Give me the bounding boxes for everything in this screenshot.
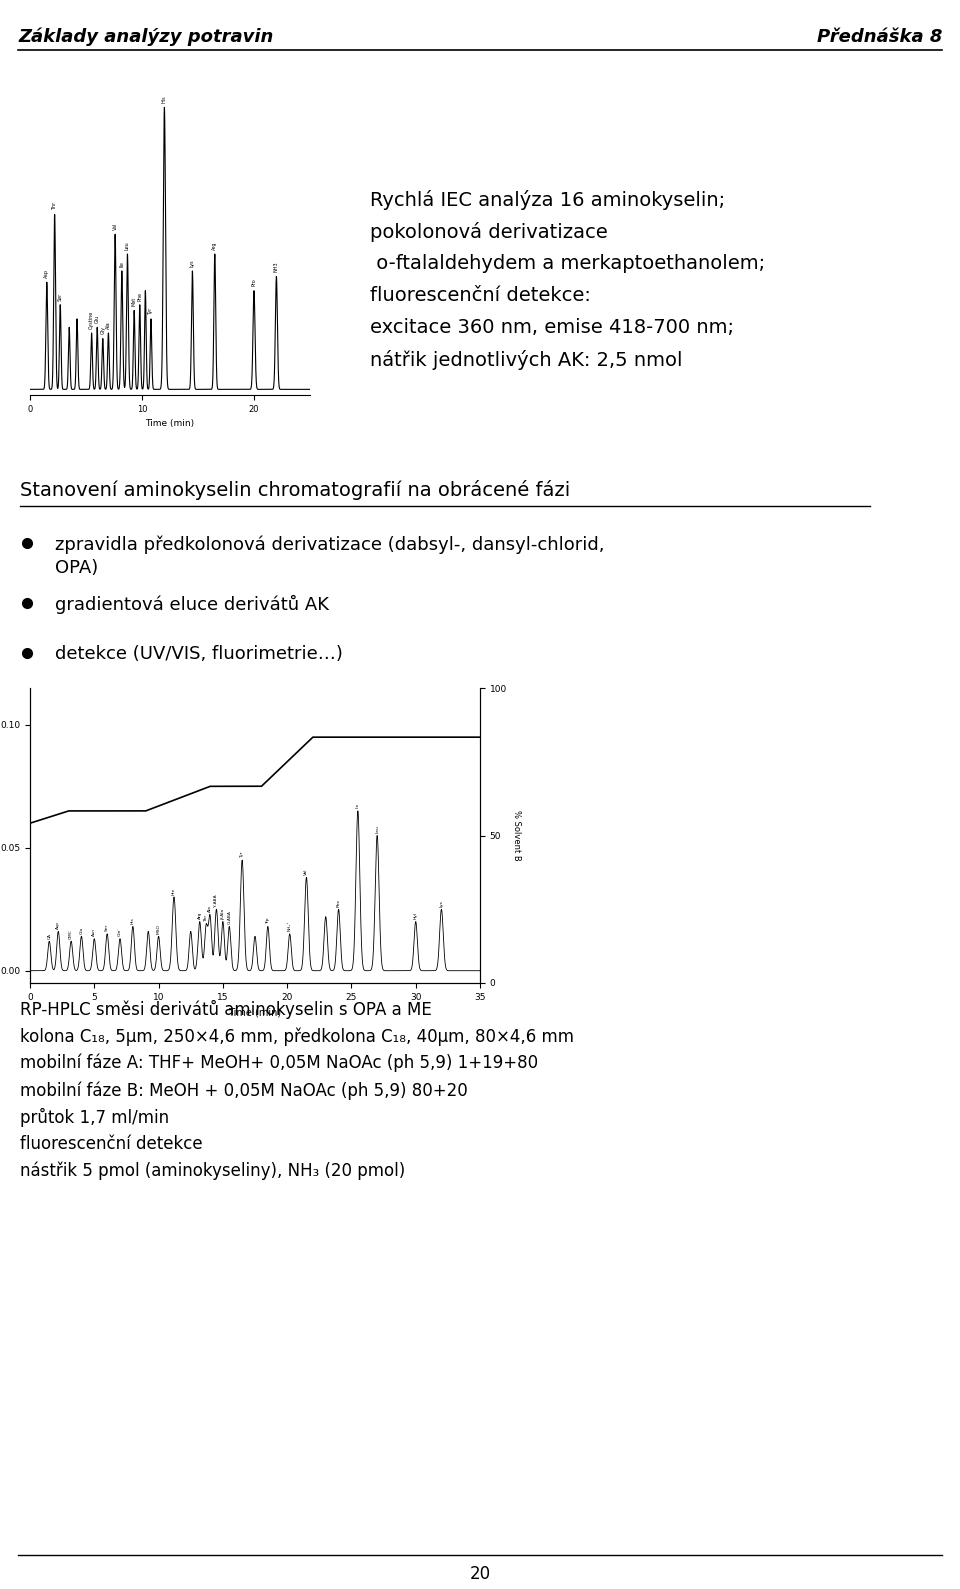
Text: MSO: MSO bbox=[156, 923, 160, 934]
Text: Ser: Ser bbox=[58, 292, 62, 300]
Text: nástřik 5 pmol (aminokyseliny), NH₃ (20 pmol): nástřik 5 pmol (aminokyseliny), NH₃ (20 … bbox=[20, 1162, 405, 1181]
Text: Ile: Ile bbox=[119, 261, 125, 267]
Text: pokolonová derivatizace: pokolonová derivatizace bbox=[370, 222, 608, 242]
Text: Thr: Thr bbox=[204, 915, 208, 922]
Text: Arg: Arg bbox=[198, 912, 202, 918]
Text: Rychlá IEC analýza 16 aminokyselin;: Rychlá IEC analýza 16 aminokyselin; bbox=[370, 191, 725, 210]
Text: Hyl: Hyl bbox=[414, 912, 418, 918]
Text: His: His bbox=[162, 95, 167, 103]
Text: zpravidla předkolonová derivatizace (dabsyl-, dansyl-chlorid,: zpravidla předkolonová derivatizace (dab… bbox=[55, 535, 605, 553]
Text: excitace 360 nm, emise 418-700 nm;: excitace 360 nm, emise 418-700 nm; bbox=[370, 318, 734, 337]
Text: Tyr: Tyr bbox=[149, 307, 154, 315]
Text: NH₄⁺: NH₄⁺ bbox=[288, 922, 292, 931]
Text: fluorescenční detekce:: fluorescenční detekce: bbox=[370, 286, 590, 305]
Text: CMC: CMC bbox=[69, 930, 73, 939]
Text: Lys: Lys bbox=[190, 259, 195, 267]
Text: Základy analýzy potravin: Základy analýzy potravin bbox=[18, 29, 274, 46]
Text: Pro: Pro bbox=[252, 278, 256, 286]
Text: nátřik jednotlivých AK: 2,5 nmol: nátřik jednotlivých AK: 2,5 nmol bbox=[370, 350, 683, 370]
Text: Gly: Gly bbox=[100, 326, 106, 334]
Text: Phe: Phe bbox=[337, 899, 341, 907]
Text: Ala: Ala bbox=[208, 906, 212, 912]
Text: His: His bbox=[131, 917, 134, 923]
X-axis label: Time (min): Time (min) bbox=[228, 1007, 281, 1017]
Text: Stanovení aminokyselin chromatografií na obrácené fázi: Stanovení aminokyselin chromatografií na… bbox=[20, 480, 570, 501]
Text: Ser: Ser bbox=[106, 925, 109, 931]
Text: Leu: Leu bbox=[125, 242, 130, 249]
Text: CA: CA bbox=[47, 933, 51, 939]
Text: Gln': Gln' bbox=[118, 928, 122, 936]
Text: Asp: Asp bbox=[44, 269, 49, 278]
Text: Asp: Asp bbox=[57, 922, 60, 930]
Text: Cystine: Cystine bbox=[89, 310, 94, 329]
X-axis label: Time (min): Time (min) bbox=[145, 419, 195, 429]
Text: NH3: NH3 bbox=[274, 262, 279, 272]
Text: Glu: Glu bbox=[80, 926, 84, 934]
Text: Lys: Lys bbox=[440, 899, 444, 907]
Text: gradientová eluce derivátů AK: gradientová eluce derivátů AK bbox=[55, 594, 329, 613]
Text: Tyr: Tyr bbox=[240, 852, 244, 858]
Text: Ala: Ala bbox=[106, 321, 111, 329]
Text: detekce (UV/VIS, fluorimetrie…): detekce (UV/VIS, fluorimetrie…) bbox=[55, 645, 343, 663]
Text: Arg: Arg bbox=[212, 242, 217, 249]
Text: Val: Val bbox=[112, 222, 118, 230]
Text: Val: Val bbox=[304, 868, 308, 876]
Text: Hle: Hle bbox=[172, 887, 176, 895]
Text: RP-HPLC směsi derivátů aminokyselin s OPA a ME: RP-HPLC směsi derivátů aminokyselin s OP… bbox=[20, 999, 432, 1019]
Text: průtok 1,7 ml/min: průtok 1,7 ml/min bbox=[20, 1108, 169, 1127]
Text: Leu: Leu bbox=[375, 825, 379, 833]
Text: Thr: Thr bbox=[52, 202, 58, 210]
Text: Phe: Phe bbox=[137, 291, 142, 300]
Text: 20: 20 bbox=[469, 1565, 491, 1583]
Text: Ile: Ile bbox=[356, 802, 360, 809]
Y-axis label: % Solvent B: % Solvent B bbox=[512, 810, 521, 861]
Text: β-Ala: β-Ala bbox=[221, 907, 225, 918]
Text: fluorescenční detekce: fluorescenční detekce bbox=[20, 1135, 203, 1154]
Text: mobilní fáze B: MeOH + 0,05M NaOAc (ph 5,9) 80+20: mobilní fáze B: MeOH + 0,05M NaOAc (ph 5… bbox=[20, 1081, 468, 1100]
Text: o-ftalaldehydem a merkaptoethanolem;: o-ftalaldehydem a merkaptoethanolem; bbox=[370, 254, 765, 273]
Text: kolona C₁₈, 5µm, 250×4,6 mm, předkolona C₁₈, 40µm, 80×4,6 mm: kolona C₁₈, 5µm, 250×4,6 mm, předkolona … bbox=[20, 1026, 574, 1046]
Text: Přednáška 8: Přednáška 8 bbox=[817, 29, 942, 46]
Text: mobilní fáze A: THF+ MeOH+ 0,05M NaOAc (ph 5,9) 1+19+80: mobilní fáze A: THF+ MeOH+ 0,05M NaOAc (… bbox=[20, 1054, 539, 1073]
Text: Y-ABA: Y-ABA bbox=[214, 895, 219, 907]
Text: Glu: Glu bbox=[95, 315, 100, 323]
Text: G-ABA: G-ABA bbox=[228, 910, 231, 923]
Text: Met: Met bbox=[132, 297, 136, 307]
Text: Asn: Asn bbox=[92, 928, 96, 936]
Text: Trp: Trp bbox=[266, 917, 270, 923]
Text: OPA): OPA) bbox=[55, 559, 98, 577]
